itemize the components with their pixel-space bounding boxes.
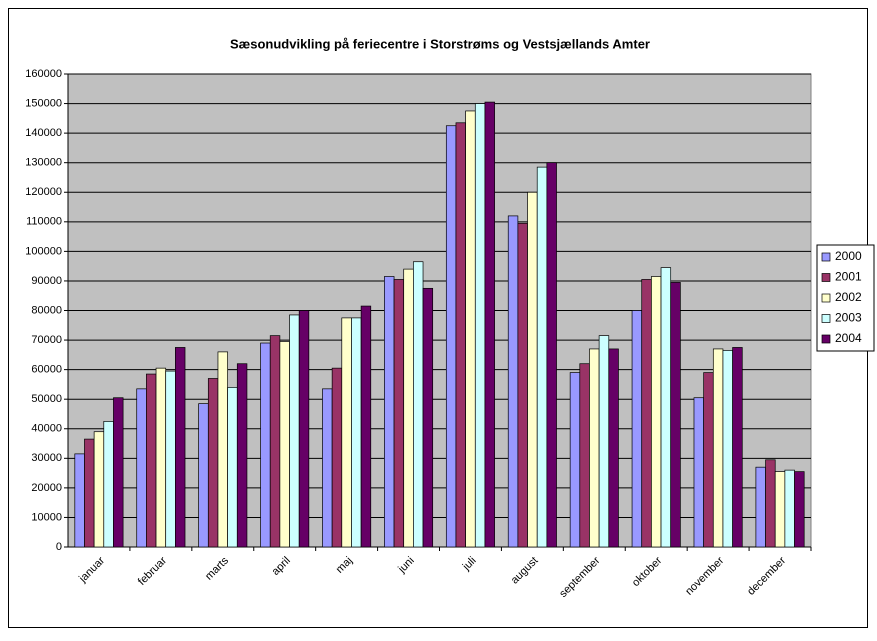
- legend-label: 2001: [835, 270, 862, 284]
- y-tick-label: 20000: [31, 482, 62, 494]
- bar: [455, 122, 466, 548]
- bar: [165, 370, 176, 548]
- bar: [484, 101, 495, 548]
- bar: [546, 162, 557, 548]
- bar: [712, 348, 724, 548]
- legend-label: 2004: [835, 331, 862, 345]
- bar: [351, 317, 362, 548]
- legend-label: 2003: [835, 311, 862, 325]
- bar: [651, 276, 662, 548]
- bar: [703, 372, 714, 548]
- y-tick-label: 30000: [31, 452, 62, 464]
- bar: [579, 363, 590, 548]
- bar: [641, 279, 652, 548]
- bar: [517, 222, 528, 548]
- bar: [289, 314, 300, 548]
- legend-label: 2002: [835, 290, 862, 304]
- legend-swatch: [821, 334, 831, 344]
- bar: [298, 310, 310, 548]
- bar: [322, 388, 333, 548]
- bar: [527, 191, 538, 548]
- bar: [331, 367, 343, 548]
- bar: [175, 347, 186, 548]
- y-tick-label: 160000: [25, 68, 62, 80]
- bar: [732, 347, 743, 548]
- y-tick-label: 60000: [31, 364, 62, 376]
- bar: [784, 469, 795, 548]
- bar: [393, 279, 405, 548]
- bar: [660, 267, 672, 548]
- bar: [103, 421, 114, 548]
- bar: [155, 367, 167, 548]
- legend-swatch: [821, 314, 831, 323]
- bar: [236, 363, 248, 548]
- bar: [589, 348, 600, 548]
- bar: [693, 397, 704, 548]
- bar: [269, 335, 281, 548]
- bar: [465, 110, 476, 548]
- legend-swatch: [821, 252, 831, 262]
- y-tick-label: 120000: [25, 186, 62, 198]
- bar: [260, 342, 271, 548]
- bar: [774, 471, 786, 548]
- bar: [74, 453, 85, 548]
- chart-title: Sæsonudvikling på feriecentre i Storstrø…: [230, 36, 650, 51]
- bar: [413, 261, 424, 548]
- bar: [445, 125, 457, 548]
- bar: [360, 305, 372, 548]
- bar: [403, 268, 414, 548]
- bar: [84, 438, 95, 548]
- bar: [598, 335, 610, 548]
- bar: [631, 310, 643, 548]
- y-tick-label: 80000: [31, 304, 62, 316]
- legend-swatch: [821, 293, 831, 303]
- bar: [536, 166, 548, 548]
- bar: [113, 397, 124, 548]
- y-tick-label: 100000: [25, 245, 62, 257]
- bar: [474, 103, 486, 548]
- y-tick-label: 140000: [25, 127, 62, 139]
- bar: [569, 372, 581, 548]
- bar: [422, 287, 434, 548]
- bar: [207, 378, 219, 548]
- y-tick-label: 110000: [26, 216, 62, 228]
- bar: [227, 387, 238, 548]
- y-tick-label: 50000: [31, 393, 62, 405]
- bar: [279, 341, 290, 548]
- bar: [794, 471, 805, 548]
- bar: [722, 350, 733, 548]
- bar: [765, 459, 776, 548]
- y-tick-label: 130000: [25, 157, 62, 169]
- bar: [146, 373, 157, 548]
- y-tick-label: 0: [56, 541, 62, 553]
- bar: [384, 276, 395, 548]
- y-tick-label: 40000: [31, 423, 62, 435]
- legend-label: 2000: [835, 249, 862, 263]
- legend-swatch: [821, 273, 831, 282]
- bar: [608, 348, 619, 548]
- y-tick-label: 90000: [31, 275, 62, 287]
- bar: [507, 215, 519, 548]
- y-tick-label: 10000: [31, 511, 62, 523]
- bar: [198, 403, 209, 548]
- bar: [93, 431, 105, 548]
- bar: [217, 351, 228, 548]
- bar: [136, 388, 147, 548]
- bar: [755, 466, 766, 548]
- y-tick-label: 150000: [25, 97, 62, 109]
- y-tick-label: 70000: [31, 334, 62, 346]
- bar: [341, 317, 352, 548]
- bar: [670, 282, 681, 548]
